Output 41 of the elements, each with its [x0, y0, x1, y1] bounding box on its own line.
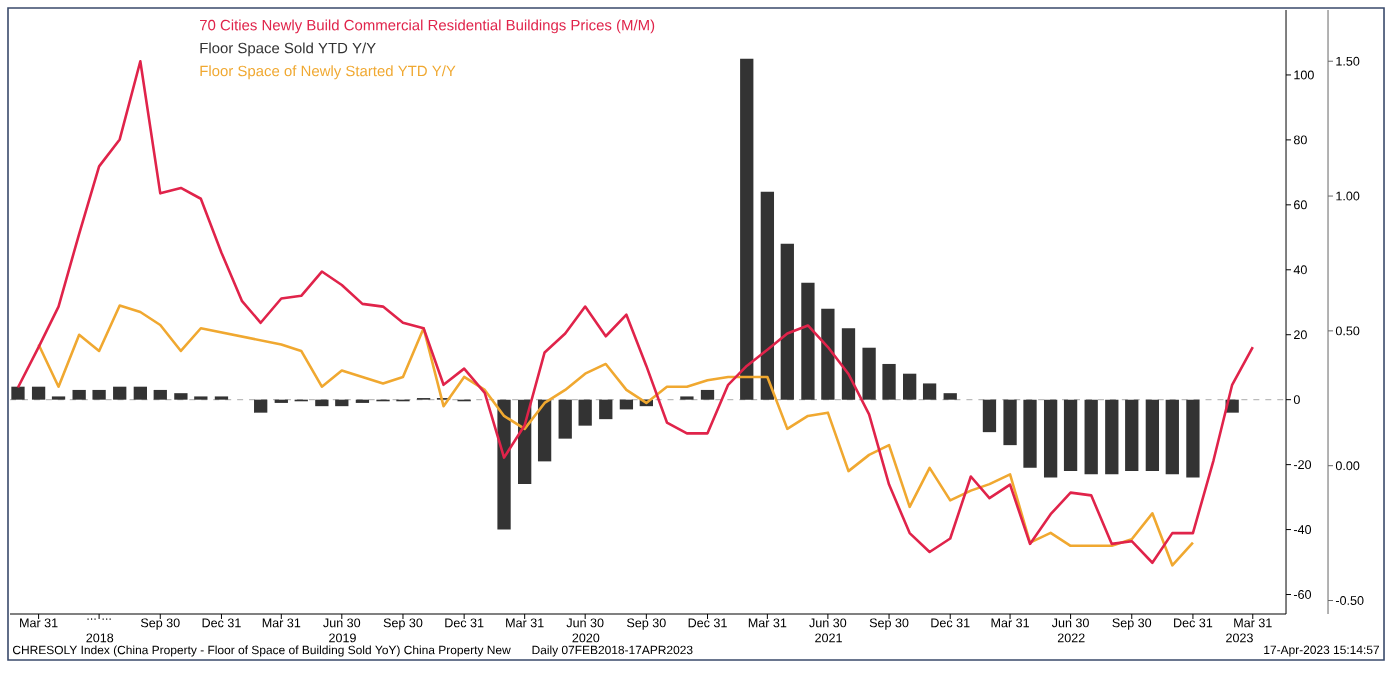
bar — [153, 389, 167, 400]
bar — [497, 399, 511, 530]
bar — [254, 399, 268, 413]
bar — [599, 399, 613, 420]
bar — [821, 308, 835, 400]
bar — [133, 386, 147, 400]
bar — [903, 373, 917, 400]
bar — [1023, 399, 1037, 468]
bar — [922, 383, 937, 400]
bar — [1125, 399, 1139, 472]
bar — [700, 389, 715, 400]
bar — [578, 399, 592, 426]
bar — [1043, 399, 1058, 478]
bar — [315, 399, 329, 407]
bar — [11, 386, 25, 400]
bar — [841, 328, 856, 400]
bar — [174, 393, 188, 400]
bar — [982, 399, 997, 433]
line-series — [16, 59, 1255, 565]
bar — [740, 58, 754, 400]
bar — [882, 363, 896, 400]
bar — [943, 393, 957, 400]
bar — [1003, 399, 1017, 446]
bar — [1084, 399, 1098, 475]
bar — [335, 399, 349, 407]
bar — [780, 243, 794, 400]
bar — [760, 191, 775, 400]
bar — [1063, 399, 1078, 472]
bar — [537, 399, 552, 462]
bar — [1165, 399, 1179, 475]
bar — [862, 347, 876, 400]
bar — [1186, 399, 1200, 478]
bar — [1105, 399, 1119, 475]
bar — [1145, 399, 1160, 472]
bar — [619, 399, 634, 410]
bar — [113, 386, 127, 400]
bar — [92, 389, 106, 400]
bar — [558, 399, 572, 439]
bar — [31, 386, 46, 400]
bar — [801, 282, 815, 400]
bar — [72, 389, 86, 400]
